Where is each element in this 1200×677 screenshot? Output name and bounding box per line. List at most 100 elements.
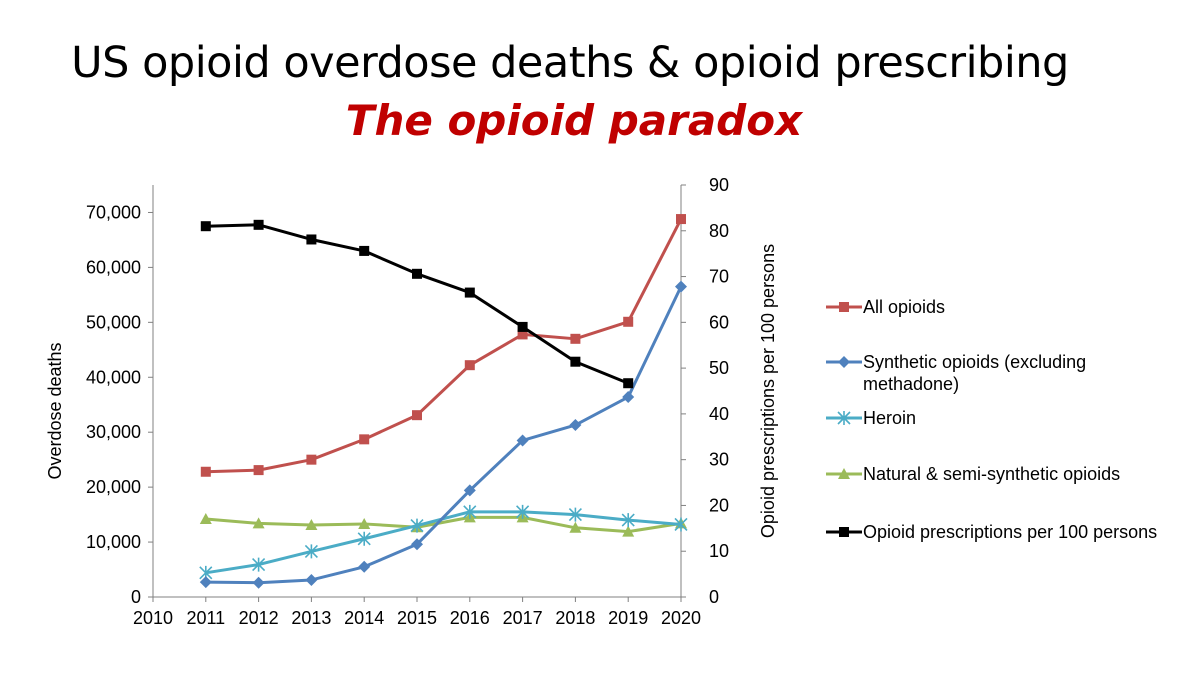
data-point	[675, 280, 687, 293]
data-point	[359, 245, 370, 256]
data-point	[200, 221, 211, 232]
legend-swatch	[826, 302, 862, 312]
data-point	[359, 434, 370, 445]
chart-series	[199, 214, 688, 589]
y-tick-label: 10,000	[86, 532, 141, 552]
legend-label: Synthetic opioids (excluding methadone)	[863, 352, 1087, 394]
series-line	[205, 515, 682, 534]
y-axis-title: Overdose deaths	[45, 342, 65, 479]
data-point	[464, 287, 475, 298]
data-point	[517, 321, 528, 332]
x-tick-label: 2011	[186, 608, 225, 628]
legend-swatch	[826, 527, 862, 537]
y2-axis-title: Opioid prescriptions per 100 persons	[758, 244, 778, 538]
data-point	[516, 434, 529, 447]
data-point	[358, 517, 371, 529]
data-point	[517, 329, 528, 340]
y2-tick-label: 50	[709, 358, 729, 378]
legend-marker	[838, 468, 850, 479]
data-point	[200, 466, 211, 477]
legend-swatch	[826, 468, 862, 479]
data-point	[570, 333, 581, 344]
data-point	[305, 519, 318, 531]
y2-tick-label: 20	[709, 495, 729, 515]
data-point	[623, 378, 634, 389]
y-tick-label: 30,000	[86, 422, 141, 442]
data-point	[621, 513, 635, 528]
chart-ticks: 2010 2011 2012 2013 2014 2015 2016 2017 2018 2019…	[86, 175, 729, 628]
y2-tick-label: 90	[709, 175, 729, 195]
data-point	[464, 360, 475, 371]
data-point	[306, 234, 317, 245]
series-0	[200, 214, 686, 477]
series-3	[199, 511, 687, 537]
data-point	[569, 419, 582, 432]
data-point	[622, 391, 635, 404]
data-point	[622, 525, 635, 537]
data-point	[570, 356, 581, 367]
x-tick-label: 2016	[450, 608, 490, 628]
data-point	[199, 576, 212, 589]
series-4	[200, 219, 634, 389]
y2-tick-label: 30	[709, 450, 729, 470]
data-point	[568, 507, 582, 522]
data-point	[252, 557, 266, 572]
data-point	[358, 560, 371, 573]
y2-tick-label: 0	[709, 587, 719, 607]
slide-subtitle: The opioid paradox	[345, 96, 803, 145]
legend-label: Heroin	[863, 408, 917, 428]
legend-marker	[837, 411, 851, 425]
x-tick-label: 2010	[133, 608, 173, 628]
y2-tick-label: 80	[709, 221, 729, 241]
y-tick-label: 0	[131, 587, 141, 607]
legend-label: Natural & semi-synthetic opioids	[863, 464, 1121, 484]
data-point	[305, 573, 318, 586]
x-tick-label: 2015	[397, 608, 437, 628]
data-point	[623, 316, 634, 327]
series-line	[205, 223, 629, 385]
legend-swatch	[826, 356, 862, 368]
data-point	[410, 518, 424, 533]
data-point	[569, 521, 582, 533]
data-point	[412, 410, 422, 421]
data-point	[306, 454, 317, 465]
y-tick-label: 40,000	[86, 367, 141, 387]
legend-marker	[839, 302, 849, 312]
data-point	[304, 544, 318, 559]
y2-tick-label: 10	[709, 541, 729, 561]
series-1	[199, 280, 687, 589]
x-tick-label: 2014	[344, 608, 384, 628]
data-point	[463, 484, 476, 497]
x-tick-label: 2013	[291, 608, 331, 628]
data-point	[199, 512, 212, 524]
data-point	[253, 465, 264, 476]
data-point	[411, 538, 423, 551]
y-tick-label: 50,000	[86, 312, 141, 332]
data-point	[463, 504, 477, 519]
legend-marker	[838, 356, 850, 368]
data-point	[253, 219, 264, 230]
y2-tick-label: 70	[709, 267, 729, 287]
data-point	[516, 504, 530, 519]
x-tick-label: 2017	[503, 608, 543, 628]
series-line	[205, 285, 683, 585]
legend-label: All opioids	[863, 297, 946, 317]
legend-swatch	[826, 411, 862, 425]
series-line	[205, 218, 683, 474]
data-point	[412, 268, 422, 279]
legend-marker	[839, 527, 849, 537]
y-tick-label: 60,000	[86, 257, 141, 277]
x-tick-label: 2012	[239, 608, 279, 628]
data-point	[252, 517, 265, 529]
y2-tick-label: 60	[709, 312, 729, 332]
data-point	[676, 214, 686, 225]
x-tick-label: 2019	[608, 608, 648, 628]
y-tick-label: 70,000	[86, 202, 141, 222]
x-tick-label: 2020	[661, 608, 701, 628]
x-tick-label: 2018	[555, 608, 595, 628]
slide-title: US opioid overdose deaths & opioid presc…	[71, 38, 1069, 88]
data-point	[357, 531, 371, 546]
legend-label: Opioid prescriptions per 100 persons	[863, 522, 1158, 542]
y-tick-label: 20,000	[86, 477, 141, 497]
